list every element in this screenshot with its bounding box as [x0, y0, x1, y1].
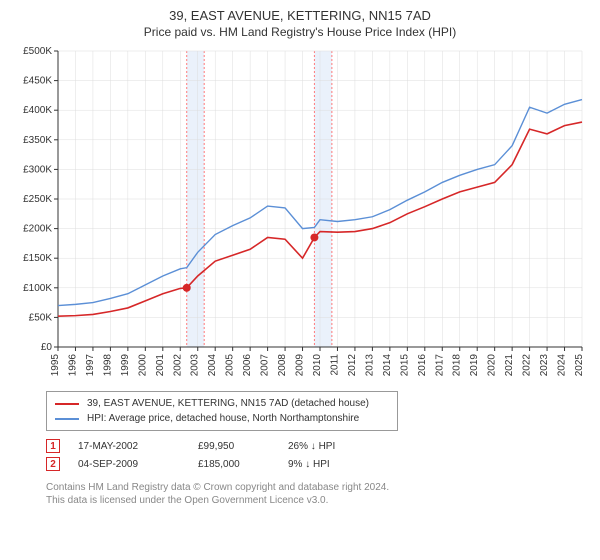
svg-text:1998: 1998 [102, 354, 113, 377]
svg-text:2024: 2024 [557, 354, 568, 377]
svg-text:£250K: £250K [23, 194, 52, 205]
svg-text:2014: 2014 [382, 354, 393, 377]
svg-text:2023: 2023 [539, 354, 550, 377]
svg-text:£450K: £450K [23, 76, 52, 87]
svg-text:£150K: £150K [23, 253, 52, 264]
svg-text:2004: 2004 [207, 354, 218, 377]
sale-row: 2 04-SEP-2009£185,0009% ↓ HPI [46, 457, 590, 471]
sale-price: £99,950 [198, 441, 288, 452]
footer-line2: This data is licensed under the Open Gov… [46, 494, 590, 507]
svg-text:1999: 1999 [120, 354, 131, 377]
sale-diff: 26% ↓ HPI [288, 441, 388, 452]
sale-marker: 2 [46, 457, 60, 471]
svg-text:£400K: £400K [23, 105, 52, 116]
svg-text:2015: 2015 [399, 354, 410, 377]
svg-text:2005: 2005 [225, 354, 236, 377]
svg-text:2002: 2002 [172, 354, 183, 377]
sale-date: 04-SEP-2009 [78, 459, 198, 470]
svg-text:2011: 2011 [329, 354, 340, 376]
svg-text:2010: 2010 [312, 354, 323, 377]
sale-date: 17-MAY-2002 [78, 441, 198, 452]
sale-diff: 9% ↓ HPI [288, 459, 388, 470]
chart-subtitle: Price paid vs. HM Land Registry's House … [10, 25, 590, 39]
sale-row: 1 17-MAY-2002£99,95026% ↓ HPI [46, 439, 590, 453]
svg-text:2000: 2000 [137, 354, 148, 377]
title-block: 39, EAST AVENUE, KETTERING, NN15 7AD Pri… [10, 8, 590, 39]
svg-text:2012: 2012 [347, 354, 358, 377]
svg-text:2013: 2013 [364, 354, 375, 377]
svg-text:£100K: £100K [23, 283, 52, 294]
svg-text:2021: 2021 [504, 354, 515, 377]
legend-row-sold: 39, EAST AVENUE, KETTERING, NN15 7AD (de… [55, 396, 389, 411]
chart-container: 39, EAST AVENUE, KETTERING, NN15 7AD Pri… [0, 0, 600, 515]
svg-text:2006: 2006 [242, 354, 253, 377]
svg-text:2025: 2025 [574, 354, 585, 377]
sale-price: £185,000 [198, 459, 288, 470]
legend-row-hpi: HPI: Average price, detached house, Nort… [55, 411, 389, 426]
svg-text:2007: 2007 [260, 354, 271, 377]
svg-text:2009: 2009 [295, 354, 306, 377]
legend-swatch-hpi [55, 418, 79, 420]
svg-text:£350K: £350K [23, 135, 52, 146]
svg-text:2020: 2020 [487, 354, 498, 377]
svg-text:2001: 2001 [155, 354, 166, 377]
chart-area: £0 £50K £100K £150K £200K £250K £300K £350K £400… [10, 45, 590, 385]
legend-label-hpi: HPI: Average price, detached house, Nort… [87, 411, 359, 426]
svg-text:£50K: £50K [29, 312, 53, 323]
svg-text:2022: 2022 [522, 354, 533, 377]
svg-text:1997: 1997 [85, 354, 96, 377]
svg-text:2017: 2017 [434, 354, 445, 377]
svg-text:2016: 2016 [417, 354, 428, 377]
svg-text:2008: 2008 [277, 354, 288, 377]
svg-text:£300K: £300K [23, 164, 52, 175]
sales-block: 1 17-MAY-2002£99,95026% ↓ HPI 2 04-SEP-2009… [10, 439, 590, 471]
legend-swatch-sold [55, 403, 79, 405]
svg-text:2019: 2019 [469, 354, 480, 377]
footer-note: Contains HM Land Registry data © Crown c… [46, 481, 590, 507]
svg-text:£0: £0 [41, 342, 53, 353]
svg-text:£500K: £500K [23, 46, 52, 57]
svg-text:2003: 2003 [190, 354, 201, 377]
footer-line1: Contains HM Land Registry data © Crown c… [46, 481, 590, 494]
svg-text:2018: 2018 [452, 354, 463, 377]
svg-text:1996: 1996 [67, 354, 78, 377]
svg-text:1995: 1995 [50, 354, 61, 377]
chart-title: 39, EAST AVENUE, KETTERING, NN15 7AD [10, 8, 590, 23]
sale-marker: 1 [46, 439, 60, 453]
svg-text:£200K: £200K [23, 224, 52, 235]
legend-label-sold: 39, EAST AVENUE, KETTERING, NN15 7AD (de… [87, 396, 369, 411]
legend-box: 39, EAST AVENUE, KETTERING, NN15 7AD (de… [46, 391, 398, 431]
line-chart: £0 £50K £100K £150K £200K £250K £300K £350K £400… [10, 45, 590, 385]
